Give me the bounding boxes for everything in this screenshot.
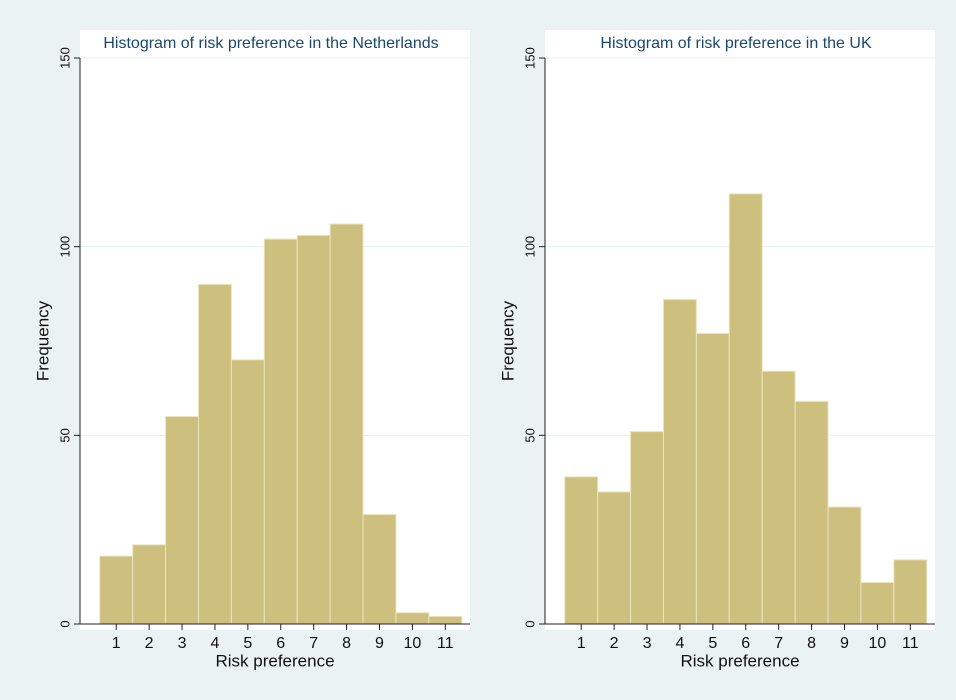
bar (428, 615, 463, 625)
x-tick-label: 4 (675, 635, 684, 652)
x-axis-title: Risk preference (215, 651, 334, 670)
bar (395, 612, 430, 625)
x-tick-label: 1 (112, 635, 121, 652)
x-tick-label: 4 (210, 635, 219, 652)
x-tick-label: 5 (708, 635, 717, 652)
x-tick-label: 10 (404, 635, 422, 652)
bar (296, 234, 331, 625)
x-tick-label: 8 (807, 635, 816, 652)
bar (630, 431, 664, 625)
x-tick-label: 2 (145, 635, 154, 652)
bar (728, 193, 763, 625)
y-tick-label: 50 (57, 428, 72, 442)
bar (99, 555, 134, 625)
x-tick-label: 8 (342, 635, 351, 652)
x-tick-label: 11 (902, 635, 919, 652)
x-tick-label: 3 (643, 635, 652, 652)
bar (662, 298, 697, 625)
x-tick-label: 6 (741, 635, 750, 652)
bar (695, 332, 730, 625)
y-axis-title: Frequency (498, 300, 517, 381)
bar (827, 506, 862, 625)
chart-title: Histogram of risk preference in the Neth… (103, 35, 438, 52)
x-tick-label: 7 (774, 635, 783, 652)
x-tick-label: 10 (869, 635, 887, 652)
x-tick-label: 1 (577, 635, 586, 652)
x-tick-label: 7 (309, 635, 318, 652)
y-axis-title: Frequency (33, 300, 52, 381)
bar (597, 491, 632, 625)
y-tick-label: 100 (522, 236, 537, 258)
bar (794, 400, 829, 625)
bar (165, 415, 199, 625)
x-tick-label: 3 (178, 635, 187, 652)
x-tick-label: 2 (610, 635, 619, 652)
x-tick-label: 9 (375, 635, 384, 652)
y-tick-label: 100 (57, 236, 72, 258)
y-tick-label: 150 (522, 47, 537, 69)
bar (197, 283, 232, 625)
x-tick-label: 11 (437, 635, 454, 652)
y-tick-label: 150 (57, 47, 72, 69)
y-tick-label: 50 (522, 428, 537, 442)
bar (132, 544, 167, 625)
bar (329, 223, 364, 625)
bar (362, 514, 397, 625)
bar (263, 238, 298, 625)
x-tick-label: 6 (276, 635, 285, 652)
chart-title: Histogram of risk preference in the UK (600, 35, 872, 52)
bar (761, 370, 796, 625)
x-axis-title: Risk preference (680, 651, 799, 670)
x-tick-label: 9 (840, 635, 849, 652)
bar (230, 359, 265, 625)
y-tick-label: 0 (57, 620, 72, 627)
bar (860, 581, 895, 625)
bar (893, 559, 928, 625)
x-tick-label: 5 (243, 635, 252, 652)
y-tick-label: 0 (522, 620, 537, 627)
bar (564, 476, 599, 625)
